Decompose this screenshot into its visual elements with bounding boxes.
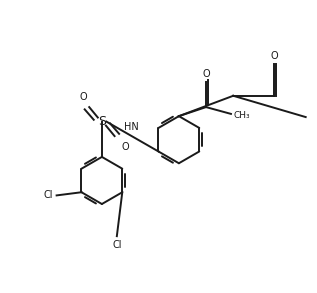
Text: O: O xyxy=(121,142,129,152)
Text: CH₃: CH₃ xyxy=(234,111,250,120)
Text: O: O xyxy=(202,69,210,79)
Text: S: S xyxy=(98,115,106,128)
Text: Cl: Cl xyxy=(112,240,122,250)
Text: HN: HN xyxy=(124,122,139,132)
Text: O: O xyxy=(270,51,278,61)
Text: O: O xyxy=(80,92,87,102)
Text: Cl: Cl xyxy=(43,190,53,200)
